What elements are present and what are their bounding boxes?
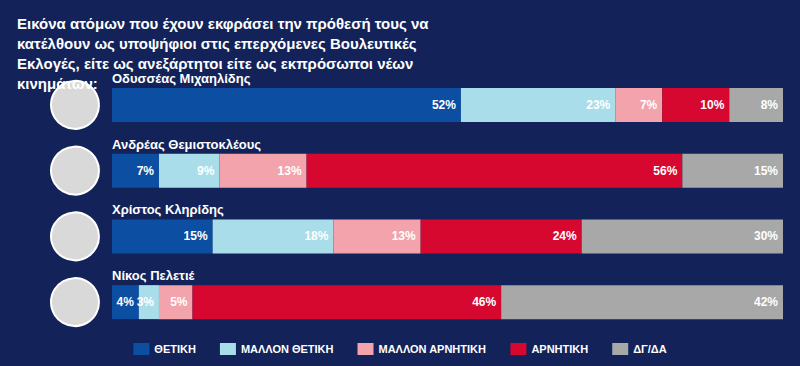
- svg-text:24%: 24%: [553, 229, 577, 243]
- svg-text:ΑΡΝΗΤΙΚΗ: ΑΡΝΗΤΙΚΗ: [531, 343, 588, 355]
- svg-text:5%: 5%: [170, 295, 188, 309]
- svg-text:ΔΓ/ΔΑ: ΔΓ/ΔΑ: [633, 343, 666, 355]
- svg-text:ΜΑΛΛΟΝ ΑΡΝΗΤΙΚΗ: ΜΑΛΛΟΝ ΑΡΝΗΤΙΚΗ: [379, 343, 487, 355]
- svg-text:3%: 3%: [137, 295, 155, 309]
- svg-text:8%: 8%: [761, 98, 779, 112]
- svg-text:ΘΕΤΙΚΗ: ΘΕΤΙΚΗ: [154, 343, 196, 355]
- svg-text:Εικόνα ατόμων που έχουν εκφράσ: Εικόνα ατόμων που έχουν εκφράσει την πρό…: [17, 15, 433, 32]
- svg-text:52%: 52%: [432, 98, 456, 112]
- svg-text:30%: 30%: [754, 229, 778, 243]
- svg-text:7%: 7%: [640, 98, 658, 112]
- svg-text:18%: 18%: [304, 229, 328, 243]
- svg-text:κατέλθουν ως υποψήφιοι στις επ: κατέλθουν ως υποψήφιοι στις επερχόμενες …: [17, 35, 421, 52]
- svg-text:ΜΑΛΛΟΝ ΘΕΤΙΚΗ: ΜΑΛΛΟΝ ΘΕΤΙΚΗ: [241, 343, 334, 355]
- svg-text:10%: 10%: [700, 98, 724, 112]
- svg-text:Οδυσσέας Μιχαηλίδης: Οδυσσέας Μιχαηλίδης: [112, 71, 251, 86]
- svg-text:46%: 46%: [472, 295, 496, 309]
- svg-text:Εκλογές, είτε ως ανεξάρτητοι ε: Εκλογές, είτε ως ανεξάρτητοι είτε ως εκπ…: [17, 55, 417, 72]
- svg-text:15%: 15%: [184, 229, 208, 243]
- svg-text:23%: 23%: [586, 98, 610, 112]
- svg-text:Χρίστος Κληρίδης: Χρίστος Κληρίδης: [112, 202, 224, 217]
- svg-text:7%: 7%: [137, 164, 155, 178]
- svg-text:15%: 15%: [754, 164, 778, 178]
- svg-text:4%: 4%: [116, 295, 134, 309]
- svg-text:56%: 56%: [653, 164, 677, 178]
- svg-text:42%: 42%: [754, 295, 778, 309]
- svg-text:13%: 13%: [392, 229, 416, 243]
- svg-text:κινημάτων:: κινημάτων:: [17, 75, 98, 92]
- svg-text:9%: 9%: [197, 164, 215, 178]
- svg-text:13%: 13%: [278, 164, 302, 178]
- svg-text:Ανδρέας Θεμιστοκλέους: Ανδρέας Θεμιστοκλέους: [112, 137, 261, 152]
- svg-text:Νίκος Πελετιέ: Νίκος Πελετιέ: [112, 268, 195, 283]
